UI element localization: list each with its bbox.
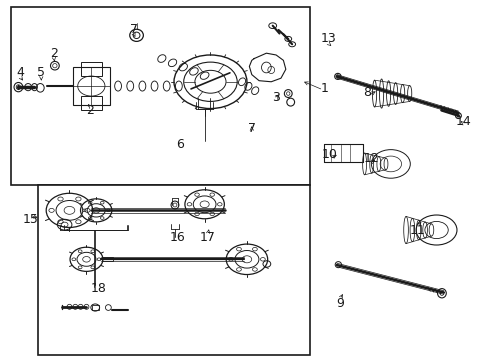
- Bar: [92, 305, 99, 310]
- Bar: [11, 7, 309, 185]
- Text: 5: 5: [37, 66, 45, 79]
- Bar: [81, 96, 102, 111]
- Text: 8: 8: [363, 86, 371, 99]
- Bar: [102, 257, 113, 261]
- Text: 2: 2: [86, 104, 94, 117]
- Text: 17: 17: [200, 231, 216, 244]
- Text: 6: 6: [176, 138, 184, 151]
- Text: 15: 15: [22, 213, 39, 226]
- Text: 1: 1: [320, 82, 328, 95]
- Text: 4: 4: [16, 66, 24, 79]
- Text: 3: 3: [272, 91, 280, 104]
- Text: 7: 7: [247, 122, 255, 135]
- Bar: [73, 67, 110, 105]
- Text: 18: 18: [90, 283, 106, 296]
- Text: 10: 10: [322, 148, 337, 162]
- Text: 12: 12: [363, 152, 379, 165]
- Text: 13: 13: [320, 32, 335, 45]
- Text: 2: 2: [50, 47, 58, 60]
- Bar: [38, 185, 309, 355]
- Text: 11: 11: [408, 224, 424, 237]
- Text: 16: 16: [170, 231, 185, 244]
- Bar: [81, 62, 102, 76]
- Text: 9: 9: [335, 297, 343, 310]
- Text: 7: 7: [129, 23, 137, 36]
- Text: 14: 14: [455, 114, 471, 127]
